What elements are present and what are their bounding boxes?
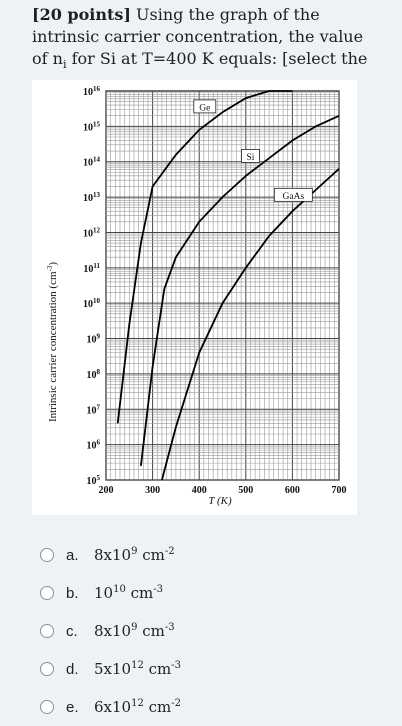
answer-options: a. 8x109 cm-2 b. 1010 cm-3 c. 8x109 cm-3 d. 5x1… [40, 536, 370, 726]
y-tick-label: 105 [87, 474, 101, 487]
radio-button[interactable] [40, 624, 54, 638]
radio-button[interactable] [40, 586, 54, 600]
option-value: 5x1012 cm-3 [94, 660, 181, 678]
carrier-concentration-graph: 1016 1015 1014 1013 1012 1011 1010 109 108 107 106… [32, 80, 357, 515]
option-letter: a. [66, 546, 79, 564]
series-line-si [140, 114, 340, 467]
option-value: 6x1012 cm-2 [94, 698, 181, 716]
answer-option-e[interactable]: e. 6x1012 cm-2 [40, 688, 370, 726]
radio-button[interactable] [40, 700, 54, 714]
question-body-1: Using the graph of the intrinsic carrier… [32, 5, 364, 68]
radio-button[interactable] [40, 548, 54, 562]
chart-series-labels: Ge Si GaAs [193, 99, 313, 202]
series-line-ge [116, 90, 293, 424]
x-tick-label: 300 [145, 485, 160, 496]
x-tick-label: 700 [332, 485, 347, 496]
y-tick-label: 1011 [83, 262, 100, 275]
question-points: [20 points] [32, 5, 131, 24]
option-letter: b. [66, 584, 79, 602]
y-axis-label: Intrinsic carrier concentration (cm-3) [46, 262, 59, 422]
y-tick-label: 1014 [83, 156, 101, 169]
answer-option-b[interactable]: b. 1010 cm-3 [40, 574, 370, 612]
series-label-box [193, 99, 217, 114]
series-label-box [241, 149, 260, 163]
y-tick-label: 108 [87, 368, 101, 381]
x-tick-label: 400 [192, 485, 207, 496]
answer-option-d[interactable]: d. 5x1012 cm-3 [40, 650, 370, 688]
y-tick-label: 1016 [83, 85, 101, 98]
y-tick-label: 1012 [83, 226, 101, 239]
x-tick-label: 600 [285, 485, 300, 496]
chart-grid [105, 90, 340, 481]
y-tick-label: 1010 [83, 297, 101, 310]
chart-svg: 1016 1015 1014 1013 1012 1011 1010 109 108 107 106… [46, 85, 347, 507]
answer-option-c[interactable]: c. 8x109 cm-3 [40, 612, 370, 650]
radio-button[interactable] [40, 662, 54, 676]
question-subscript: i [62, 58, 67, 72]
option-letter: c. [66, 622, 78, 640]
y-tick-label: 1015 [83, 120, 101, 133]
chart-x-tick-labels: 200 300 400 500 600 700 [99, 485, 347, 496]
chart-y-tick-labels: 1016 1015 1014 1013 1012 1011 1010 109 108 107 106… [83, 85, 101, 487]
y-tick-label: 107 [87, 403, 101, 416]
option-value: 1010 cm-3 [94, 584, 163, 602]
option-letter: d. [66, 660, 79, 678]
y-tick-label: 106 [87, 439, 101, 452]
option-value: 8x109 cm-3 [94, 622, 175, 640]
series-label-box [273, 187, 313, 202]
series-label-si: Si [246, 153, 254, 163]
x-tick-label: 200 [99, 485, 114, 496]
x-tick-label: 500 [238, 485, 253, 496]
series-label-ge: Ge [199, 103, 210, 113]
option-letter: e. [66, 698, 79, 716]
y-tick-label: 109 [87, 333, 101, 346]
question-card: [20 points] Using the graph of the intri… [32, 5, 368, 716]
y-tick-label: 1013 [83, 191, 101, 204]
option-value: 8x109 cm-2 [94, 546, 175, 564]
series-label-gaas: GaAs [283, 192, 305, 202]
answer-option-a[interactable]: a. 8x109 cm-2 [40, 536, 370, 574]
x-axis-label: T (K) [208, 495, 232, 507]
